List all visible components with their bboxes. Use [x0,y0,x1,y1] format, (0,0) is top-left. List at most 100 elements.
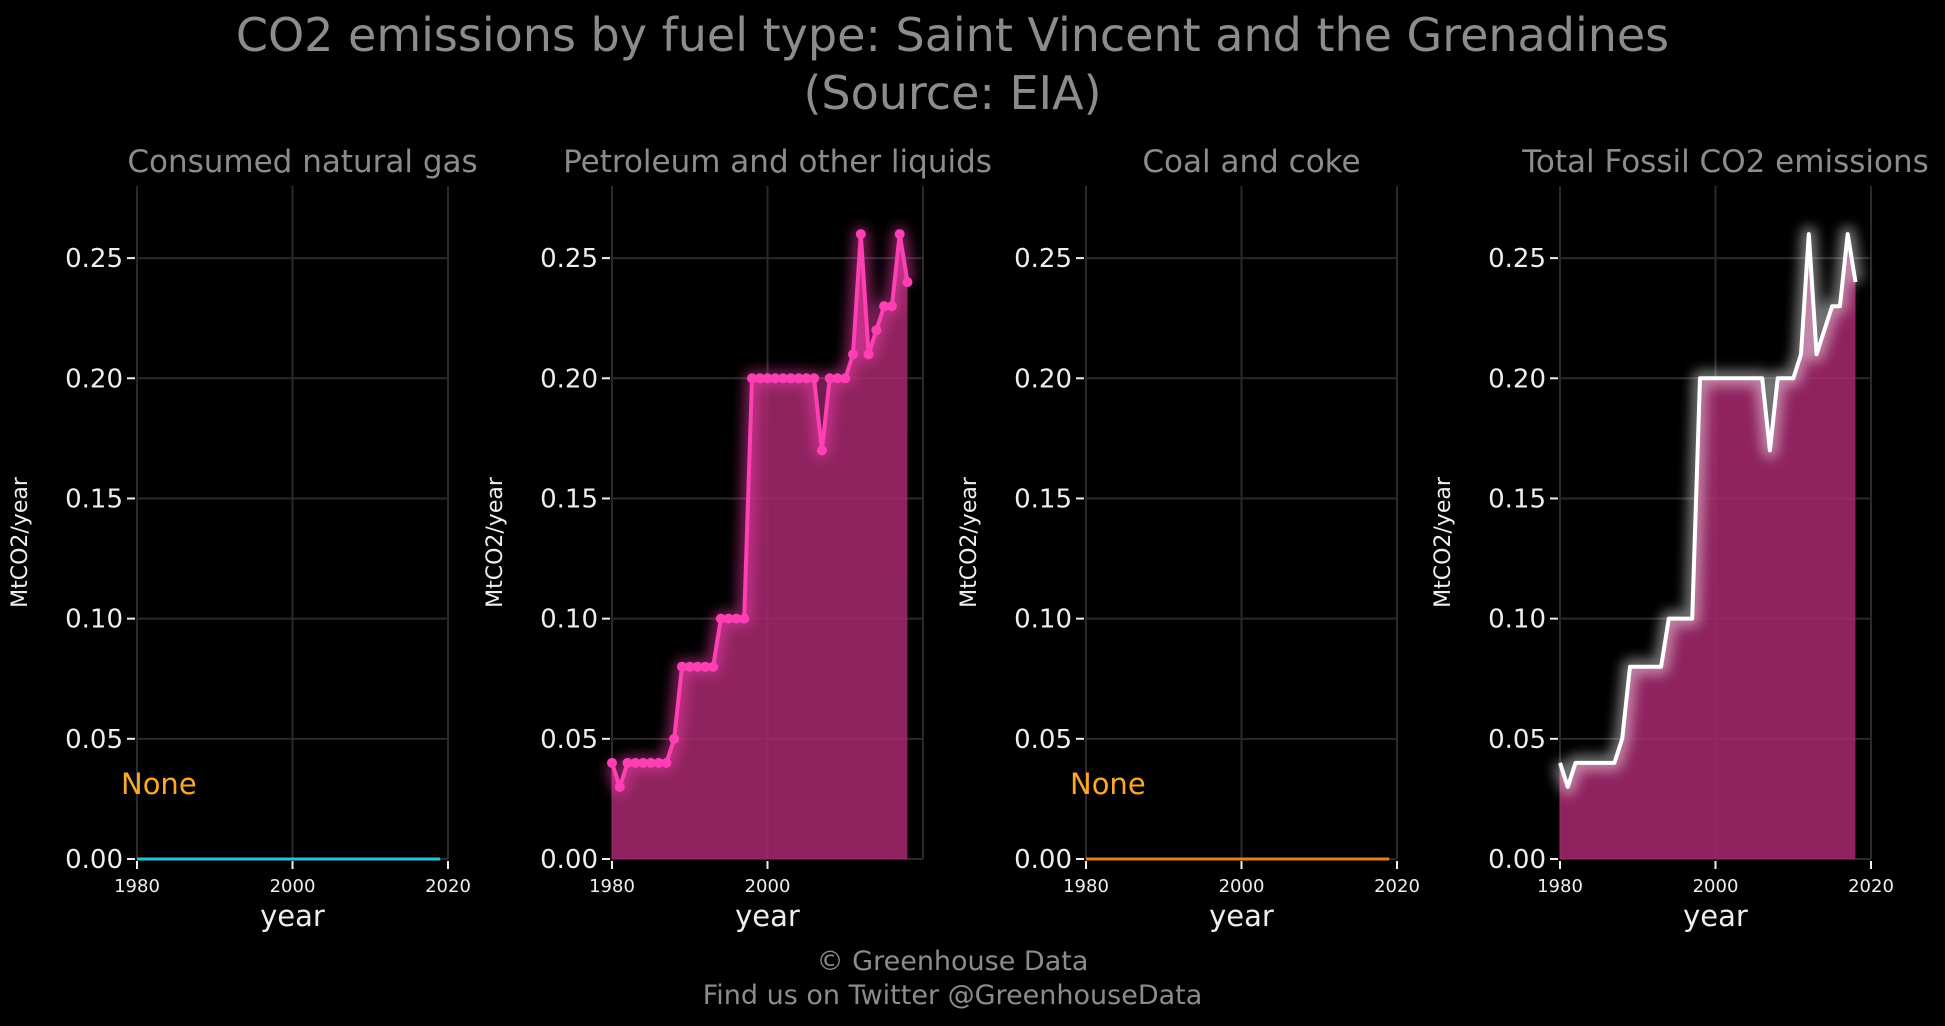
chart-title: CO2 emissions by fuel type: Saint Vincen… [0,6,1905,122]
footer-twitter: Find us on Twitter @GreenhouseData [702,980,1203,1011]
y-axis-label: MtCO2/year [8,476,33,608]
y-tick-label: 0.15 [540,484,598,514]
chart-title-line1: CO2 emissions by fuel type: Saint Vincen… [235,8,1670,62]
data-point [816,445,827,456]
x-tick-label: 2020 [1374,876,1420,897]
y-tick-label: 0.15 [65,484,123,514]
data-point [848,349,859,360]
panel-title: Total Fossil CO2 emissions [1521,144,1929,180]
data-point [824,373,835,384]
y-tick-label: 0.00 [540,845,598,875]
data-point [762,373,773,384]
data-point [653,757,664,768]
data-point [754,373,765,384]
y-tick-label: 0.00 [65,845,123,875]
data-point [715,613,726,624]
data-point [700,661,711,672]
y-tick-label: 0.20 [540,364,598,394]
series-line [1558,232,1858,789]
data-point [607,757,617,768]
footer: © Greenhouse Data Find us on Twitter @Gr… [0,945,1905,1013]
data-point [731,613,742,624]
data-point [801,373,812,384]
data-point [894,229,905,240]
data-point [879,301,890,312]
x-tick-label: 1980 [589,876,635,897]
data-point [855,229,866,240]
y-tick-label: 0.15 [1488,484,1546,514]
panel-3: Coal and coke 0.00 0.05 0.10 0.15 0.20 0.25 198… [957,144,1420,933]
y-tick-label: 0.00 [1014,845,1072,875]
y-tick-label: 0.10 [1014,605,1072,635]
y-tick-label: 0.15 [1014,484,1072,514]
panel-title: Coal and coke [1142,144,1360,180]
data-point [684,661,695,672]
data-point [676,661,687,672]
y-tick-label: 0.05 [1014,725,1072,755]
panel-title: Petroleum and other liquids [563,144,992,180]
y-tick-label: 0.20 [1488,364,1546,394]
data-point [739,613,750,624]
y-tick-label: 0.10 [65,605,123,635]
data-point [770,373,781,384]
x-tick-label: 2000 [745,876,791,897]
none-annotation: None [1070,767,1146,801]
x-axis-label: year [1209,899,1274,933]
y-axis-label: MtCO2/year [1431,476,1456,608]
data-point [886,301,897,312]
x-tick-label: 1980 [1063,876,1109,897]
y-axis-label: MtCO2/year [957,476,982,608]
data-point [832,373,843,384]
data-point [871,325,882,336]
y-tick-label: 0.00 [1488,845,1546,875]
data-point [785,373,796,384]
x-tick-label: 2000 [1693,876,1739,897]
data-point [692,661,703,672]
x-axis-label: year [1683,899,1748,933]
x-axis-label: year [735,899,800,933]
data-point [638,757,649,768]
y-tick-label: 0.25 [65,244,123,274]
x-axis-label: year [260,899,325,933]
y-tick-label: 0.25 [540,244,598,274]
data-point [746,373,757,384]
data-point [614,781,625,792]
none-annotation: None [121,767,197,801]
data-point [645,757,656,768]
x-tick-label: 2000 [270,876,316,897]
y-tick-label: 0.20 [65,364,123,394]
data-point [863,349,874,360]
x-tick-label: 1980 [114,876,160,897]
data-point [809,373,820,384]
y-tick-label: 0.20 [1014,364,1072,394]
panel-1: Consumed natural gas 0.00 0.05 0.10 0.15 0.20… [8,144,478,933]
x-tick-label: 2020 [425,876,471,897]
y-tick-label: 0.05 [540,725,598,755]
x-tick-label: 2000 [1219,876,1265,897]
panel-4: Total Fossil CO2 emissions 0.00 0.05 0.10 0.… [1431,144,1929,933]
data-point [793,373,804,384]
y-tick-label: 0.05 [1488,725,1546,755]
footer-copyright: © Greenhouse Data [816,946,1089,977]
data-point [622,757,633,768]
y-axis-label: MtCO2/year [483,476,508,608]
y-tick-label: 0.10 [540,605,598,635]
y-tick-label: 0.05 [65,725,123,755]
data-point [669,733,680,744]
data-point [661,757,672,768]
chart-title-line2: (Source: EIA) [803,66,1102,120]
data-point [840,373,851,384]
data-point [630,757,641,768]
y-tick-label: 0.25 [1014,244,1072,274]
data-point [902,277,913,288]
x-tick-label: 2020 [1848,876,1894,897]
data-point [723,613,734,624]
data-point [778,373,789,384]
panel-2: Petroleum and other liquids 0.00 0.05 0.10 0… [483,144,992,933]
data-point [708,661,719,672]
x-tick-label: 1980 [1537,876,1583,897]
y-tick-label: 0.10 [1488,605,1546,635]
y-tick-label: 0.25 [1488,244,1546,274]
panel-title: Consumed natural gas [127,144,477,180]
